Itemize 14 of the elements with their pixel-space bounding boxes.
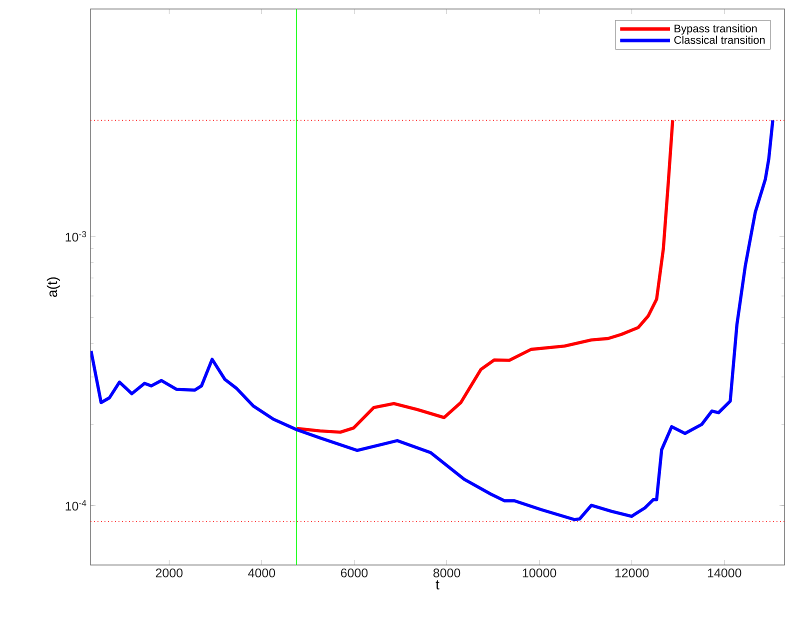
y-tick-label: 10$^{-3}$ <box>66 231 86 242</box>
legend-label: Classical transition <box>674 36 765 44</box>
x-axis-title: t <box>436 580 440 590</box>
x-tick-label: 2000 <box>156 568 183 578</box>
x-tick-label: 14000 <box>708 568 742 578</box>
x-tick-label: 4000 <box>248 568 276 578</box>
legend-label: Bypass transition <box>674 24 757 35</box>
x-tick-label: 12000 <box>615 568 649 578</box>
y-axis-title: a(t) <box>46 277 60 297</box>
line-series <box>90 118 774 522</box>
y-tick-label: 10$^{-4}$ <box>66 500 86 511</box>
x-tick-label: 8000 <box>433 568 460 578</box>
x-tick-label: 10000 <box>522 568 556 578</box>
x-tick-label: 6000 <box>340 568 368 578</box>
